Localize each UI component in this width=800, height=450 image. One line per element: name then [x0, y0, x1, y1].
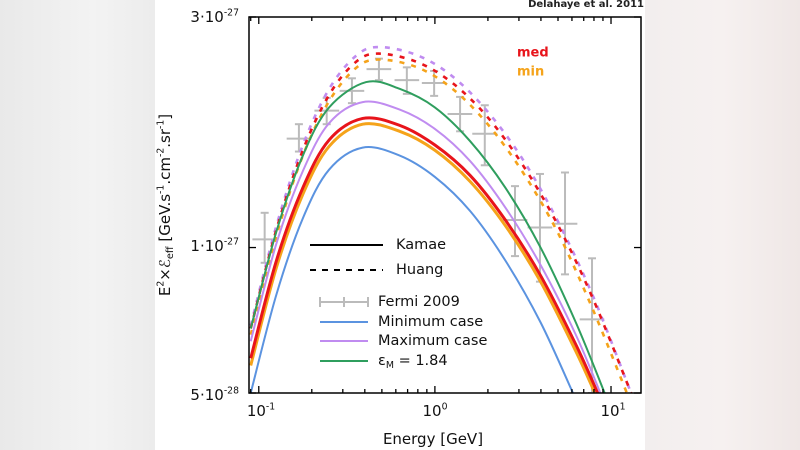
fermi-data-point: [339, 77, 365, 105]
y-axis-label: E2×ℰeff [GeV.s-1.cm-2.sr-1]: [155, 113, 176, 297]
background-left: [0, 0, 155, 450]
fermi-data-point: [552, 171, 578, 276]
legend-maximum-label: Maximum case: [378, 333, 488, 349]
curve-kamae-maximum-case: [249, 100, 602, 393]
curve-kamae-med: [249, 116, 600, 393]
legend-symbols: [310, 244, 383, 362]
x-tick-label: 10-1: [246, 401, 276, 420]
curve-kamae-minimum-case: [249, 146, 575, 393]
y-tick-label: 5·10-28: [190, 385, 239, 404]
x-axis-label: Energy [GeV]: [382, 430, 484, 448]
y-tick-label: 3·10-27: [190, 7, 239, 26]
ticks-layer: [249, 16, 641, 394]
curves-layer: [249, 45, 633, 393]
legend-kamae-label: Kamae: [396, 237, 447, 253]
fermi-data-point: [286, 123, 312, 153]
fermi-data-point: [394, 66, 420, 95]
x-tick-label: 100: [422, 401, 448, 420]
background-right: [645, 0, 800, 450]
legend-fermi-errorbar: [319, 297, 369, 307]
fermi-data-point: [472, 104, 498, 167]
plot-frame: [248, 16, 642, 394]
y-tick-label: 1·10-27: [190, 236, 239, 255]
annotation-min: min: [517, 64, 545, 80]
chart-panel: [155, 0, 645, 450]
legend-fermi-label: Fermi 2009: [378, 294, 460, 310]
legend-epsilon-label: εM = 1.84: [378, 353, 448, 371]
legend-minimum-label: Minimum case: [378, 314, 484, 330]
curve-kamae--m-1-84: [249, 80, 606, 393]
fermi-data-point: [447, 95, 473, 133]
credit-text: Delahaye et al. 2011: [528, 0, 644, 10]
legend-huang-label: Huang: [396, 262, 444, 278]
fermi-data-point: [366, 57, 392, 82]
annotation-med: med: [517, 45, 549, 61]
curve-huang-maximum-case: [249, 45, 633, 393]
curve-huang-med: [249, 52, 633, 393]
curve-kamae-min: [249, 122, 597, 393]
x-tick-label: 101: [600, 401, 626, 420]
